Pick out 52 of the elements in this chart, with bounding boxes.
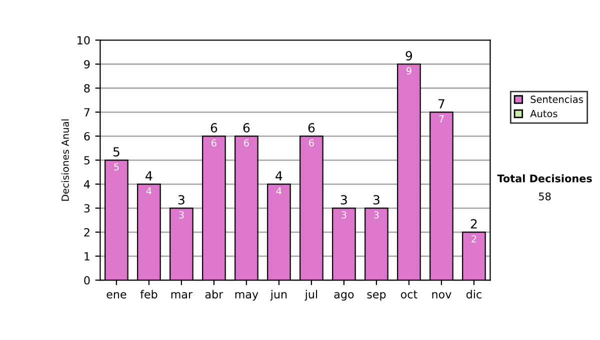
y-tick-label: 2 <box>84 228 90 236</box>
y-tick-label: 5 <box>84 156 90 165</box>
total-label: 3 <box>178 195 184 205</box>
x-tick-label: may <box>235 292 258 301</box>
total-label: 7 <box>438 99 444 108</box>
legend-label: Sentencias <box>530 95 583 104</box>
x-tick-label: ene <box>106 292 126 298</box>
y-tick-label: 6 <box>84 132 90 141</box>
total-label: 2 <box>470 219 477 228</box>
data-label: 4 <box>146 187 152 194</box>
x-tick-label: feb <box>140 290 158 298</box>
x-tick-label: oct <box>400 290 418 298</box>
total-label: 6 <box>210 123 218 133</box>
data-label: 2 <box>472 235 476 242</box>
y-tick-label: 0 <box>84 276 90 285</box>
y-axis-title: Decisiones Anual <box>61 119 69 201</box>
total-label: 4 <box>146 171 152 180</box>
data-label: 6 <box>244 139 249 147</box>
y-tick-label: 1 <box>84 252 90 260</box>
data-label: 5 <box>114 163 119 171</box>
y-tick-label: 8 <box>84 84 90 93</box>
x-tick-label: abr <box>205 290 224 298</box>
total-label: 3 <box>373 195 380 205</box>
legend-label: Autos <box>530 110 558 118</box>
data-label: 3 <box>374 211 379 219</box>
data-label: 7 <box>439 115 444 122</box>
total-label: 6 <box>243 123 250 133</box>
total-label: 6 <box>308 123 315 133</box>
data-label: 6 <box>212 139 216 147</box>
data-label: 3 <box>342 211 346 219</box>
total-label: 3 <box>340 195 347 205</box>
x-tick-label: jul <box>304 290 318 301</box>
x-tick-label: dic <box>466 290 482 298</box>
data-label: 9 <box>406 67 412 75</box>
data-label: 3 <box>179 211 184 219</box>
y-tick-label: 4 <box>84 180 90 188</box>
x-tick-label: mar <box>171 292 193 298</box>
total-label: 4 <box>276 171 282 180</box>
y-tick-label: 3 <box>84 204 90 213</box>
data-label: 4 <box>276 187 282 194</box>
text: 58 <box>538 192 551 200</box>
total-label: 5 <box>113 147 120 157</box>
x-tick-label: jun <box>270 290 287 301</box>
data-label: 6 <box>309 139 314 147</box>
y-tick-label: 10 <box>78 36 90 44</box>
y-tick-label: 7 <box>84 108 90 116</box>
x-tick-label: ago <box>334 292 354 301</box>
total-label: 9 <box>406 51 412 60</box>
text: Total Decisiones <box>497 174 592 182</box>
x-tick-label: sep <box>367 292 386 301</box>
y-tick-label: 9 <box>84 60 90 69</box>
x-tick-label: nov <box>432 292 452 298</box>
